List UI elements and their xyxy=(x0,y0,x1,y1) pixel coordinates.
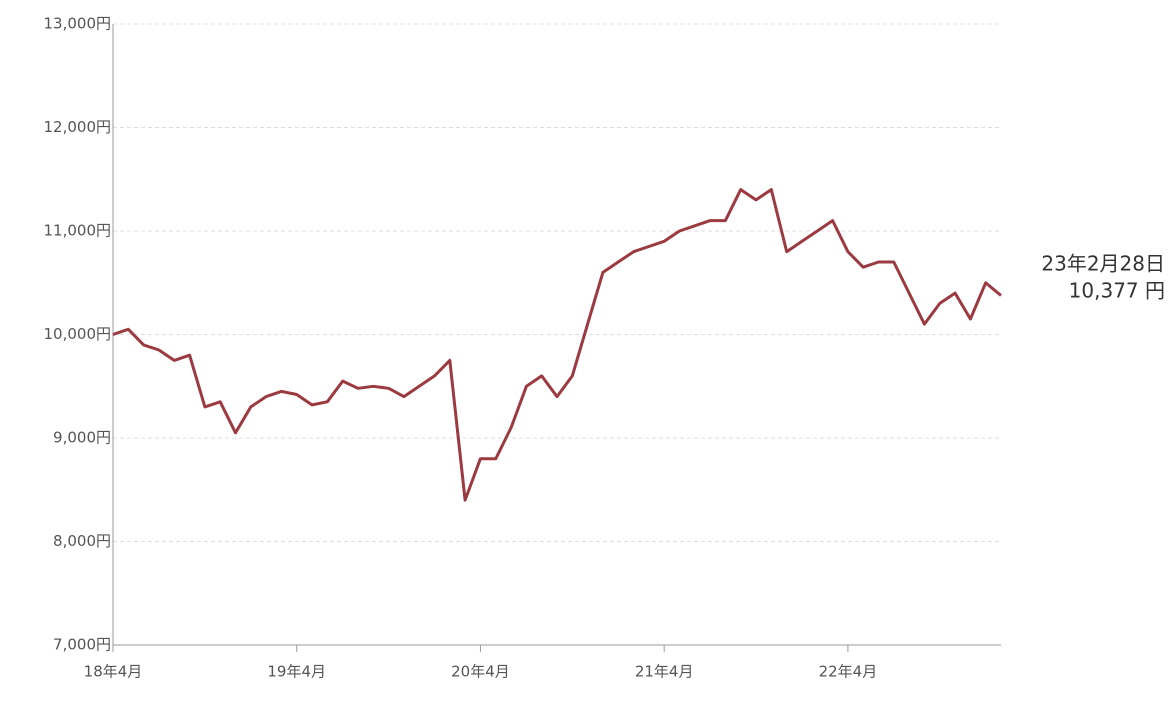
x-tick-label: 18年4月 xyxy=(84,663,143,681)
x-tick-label: 22年4月 xyxy=(819,663,878,681)
x-tick-label: 20年4月 xyxy=(451,663,510,681)
y-tick-label: 9,000円 xyxy=(53,429,111,447)
y-tick-label: 11,000円 xyxy=(44,222,112,240)
y-tick-label: 12,000円 xyxy=(44,118,112,136)
x-tick-label: 21年4月 xyxy=(635,663,694,681)
annotation-date: 23年2月28日 xyxy=(1041,252,1165,276)
y-tick-label: 13,000円 xyxy=(44,15,112,33)
y-tick-label: 7,000円 xyxy=(53,636,111,654)
annotation-value: 10,377 円 xyxy=(1069,279,1165,303)
price-line xyxy=(112,188,1002,502)
y-tick-label: 10,000円 xyxy=(44,325,112,343)
x-tick-label: 19年4月 xyxy=(267,663,326,681)
y-tick-label: 8,000円 xyxy=(53,532,111,550)
